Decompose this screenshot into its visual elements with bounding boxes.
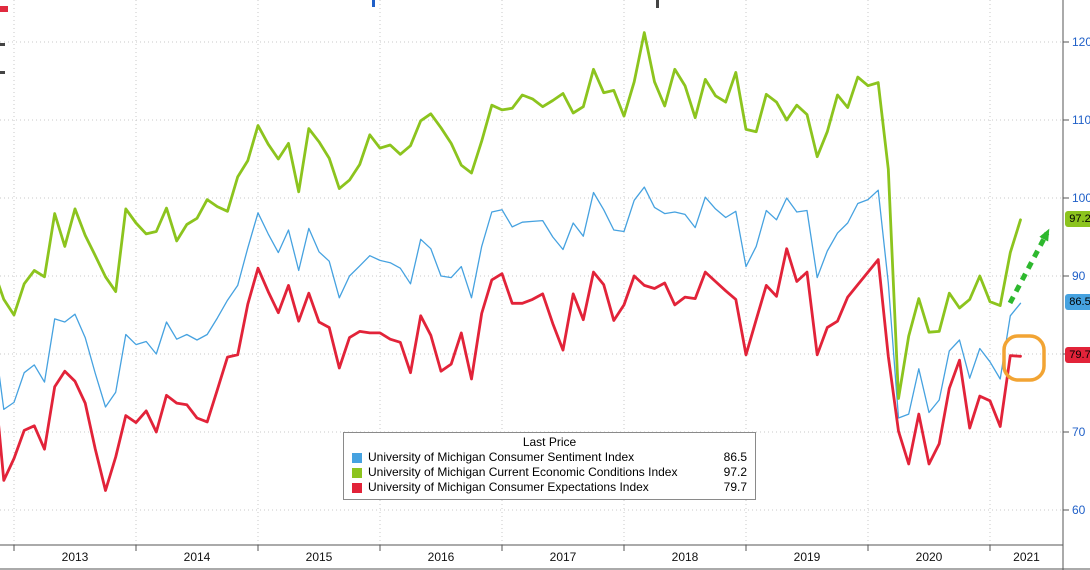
x-axis-year-label: 2017 <box>550 550 577 564</box>
x-axis-year-label: 2019 <box>794 550 821 564</box>
x-axis-year-label: 2021 <box>1013 550 1040 564</box>
y-axis-tick-label: 120 <box>1072 35 1090 49</box>
x-axis-year-label: 2018 <box>672 550 699 564</box>
edge-artifact-top-tick-2 <box>656 0 659 8</box>
edge-artifact-corner-mark <box>0 6 8 12</box>
price-label-conditions: 97.2 <box>1065 210 1090 227</box>
series-line-conditions <box>0 31 1022 400</box>
y-axis-tick-label: 60 <box>1072 503 1086 517</box>
edge-artifact-left-tick-2 <box>0 71 5 74</box>
x-axis-year-label: 2014 <box>184 550 211 564</box>
legend-swatch-expectations <box>352 482 362 493</box>
legend-label-expectations: University of Michigan Consumer Expectat… <box>368 480 649 494</box>
legend-value-sentiment: 86.5 <box>723 450 747 464</box>
y-axis-tick-label: 90 <box>1072 269 1086 283</box>
legend-title: Last Price <box>522 435 577 449</box>
series-line-expectations <box>0 247 1022 492</box>
highlight-box <box>1002 334 1046 382</box>
x-axis-year-label: 2015 <box>306 550 333 564</box>
y-axis-tick-label: 100 <box>1072 191 1090 205</box>
price-label-expectations: 79.7 <box>1065 347 1090 364</box>
y-axis-tick-label: 110 <box>1072 113 1090 127</box>
legend-swatch-sentiment <box>352 452 362 463</box>
edge-artifact-top-tick-1 <box>372 0 375 7</box>
legend-item-sentiment: University of Michigan Consumer Sentimen… <box>352 450 747 465</box>
legend-value-conditions: 97.2 <box>723 465 747 479</box>
x-axis-year-label: 2013 <box>62 550 89 564</box>
legend-item-expectations: University of Michigan Consumer Expectat… <box>352 480 747 495</box>
y-axis-tick-label: 70 <box>1072 425 1086 439</box>
x-axis-year-label: 2016 <box>428 550 455 564</box>
trend-arrow <box>1007 228 1050 305</box>
legend-item-conditions: University of Michigan Current Economic … <box>352 465 747 480</box>
legend-label-sentiment: University of Michigan Consumer Sentimen… <box>368 450 635 464</box>
price-label-sentiment: 86.5 <box>1065 294 1090 311</box>
legend-value-expectations: 79.7 <box>723 480 747 494</box>
legend-swatch-conditions <box>352 467 362 478</box>
legend-label-conditions: University of Michigan Current Economic … <box>368 465 678 479</box>
edge-artifact-left-tick-1 <box>0 43 5 46</box>
legend-box: Last Price University of Michigan Consum… <box>343 432 756 500</box>
series-line-sentiment <box>0 186 1022 419</box>
x-axis-year-label: 2020 <box>916 550 943 564</box>
